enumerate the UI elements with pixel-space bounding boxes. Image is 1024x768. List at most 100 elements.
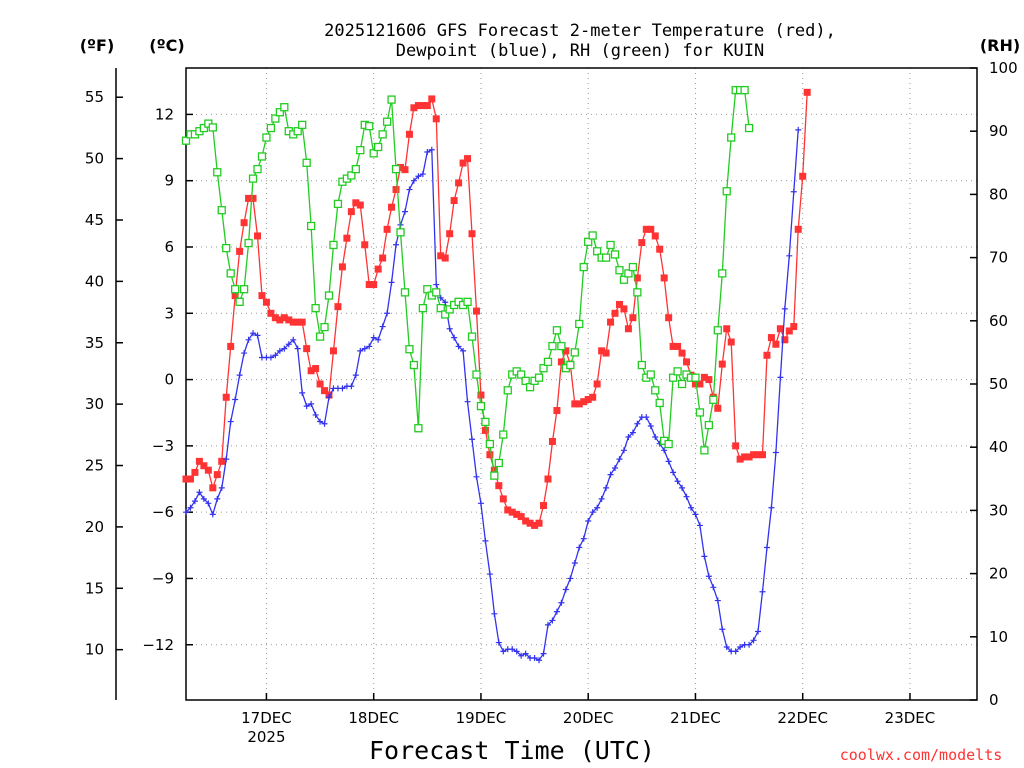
data-point (612, 464, 619, 471)
data-point (584, 395, 592, 403)
data-point (388, 203, 396, 211)
data-point (575, 319, 584, 329)
data-point (576, 544, 583, 551)
data-point (772, 449, 779, 456)
data-point (290, 336, 297, 343)
data-point (397, 163, 405, 171)
data-point (525, 383, 535, 392)
data-point (303, 403, 310, 410)
fahrenheit-tick-label: 50 (85, 150, 104, 168)
data-point (668, 373, 678, 382)
data-point (231, 285, 240, 294)
data-point (683, 493, 690, 500)
data-point (727, 133, 736, 142)
data-point (374, 265, 382, 273)
data-point (379, 323, 386, 330)
data-point (620, 447, 627, 454)
data-point (704, 420, 714, 430)
data-point (428, 146, 435, 153)
data-point (508, 508, 516, 516)
data-point (410, 104, 418, 112)
data-point (476, 401, 486, 411)
rh-tick-label: 10 (989, 628, 1008, 646)
data-point (464, 155, 472, 163)
data-point (740, 85, 749, 95)
data-point (803, 88, 811, 96)
data-point (248, 174, 258, 183)
data-point (518, 652, 525, 659)
data-point (665, 314, 673, 322)
data-point (281, 345, 288, 352)
data-point (204, 466, 212, 474)
fahrenheit-tick-label: 35 (85, 334, 104, 352)
data-point (536, 657, 543, 664)
data-point (553, 407, 561, 415)
data-point (534, 373, 544, 382)
data-point (714, 404, 722, 412)
data-point (709, 395, 718, 404)
data-point (669, 342, 677, 350)
data-point (307, 367, 315, 375)
data-point (485, 439, 495, 449)
data-point (419, 171, 426, 178)
data-point (357, 347, 364, 354)
data-point (710, 584, 717, 591)
data-point (616, 456, 623, 463)
data-point (464, 398, 471, 405)
data-point (217, 206, 226, 215)
rh-axis-label: (RH) (980, 36, 1020, 55)
data-point (455, 179, 463, 187)
data-point (513, 648, 520, 655)
data-point (477, 500, 484, 507)
data-point (324, 291, 334, 300)
data-point (347, 171, 356, 180)
data-point (763, 544, 770, 551)
data-point (375, 336, 382, 343)
data-point (607, 318, 615, 326)
data-point (356, 201, 364, 209)
data-point (226, 269, 235, 278)
data-point (732, 442, 740, 450)
data-point (232, 396, 239, 403)
rh-tick-label: 60 (989, 312, 1008, 330)
rh-tick-label: 100 (989, 59, 1018, 77)
data-point (432, 288, 441, 297)
data-point (271, 114, 280, 123)
data-point (763, 351, 771, 359)
data-point (772, 340, 780, 348)
data-point (293, 127, 302, 136)
rh-tick-label: 30 (989, 501, 1008, 519)
rh-tick-label: 90 (989, 122, 1008, 140)
data-point (361, 345, 368, 352)
data-point (436, 304, 445, 313)
data-point (312, 411, 319, 418)
data-point (245, 336, 252, 343)
data-point (665, 458, 672, 465)
data-point (723, 325, 731, 333)
data-point (209, 484, 217, 492)
data-point (633, 288, 642, 297)
data-point (294, 318, 302, 326)
data-point (647, 422, 654, 429)
data-point (245, 194, 253, 202)
data-point (441, 310, 450, 319)
data-point (477, 391, 485, 399)
data-point (280, 314, 288, 322)
data-point (266, 123, 276, 133)
data-point (522, 517, 530, 525)
data-point (302, 158, 311, 167)
data-point (329, 347, 337, 355)
data-point (298, 120, 307, 130)
data-point (585, 518, 592, 525)
fahrenheit-tick-label: 20 (85, 518, 104, 536)
data-point (718, 360, 726, 368)
data-point (499, 495, 507, 503)
data-point (679, 484, 686, 491)
data-point (619, 275, 629, 284)
data-point (575, 400, 583, 408)
celsius-tick-label: 0 (164, 371, 174, 389)
data-point (424, 148, 431, 155)
data-point (208, 123, 217, 132)
data-point (566, 360, 575, 370)
